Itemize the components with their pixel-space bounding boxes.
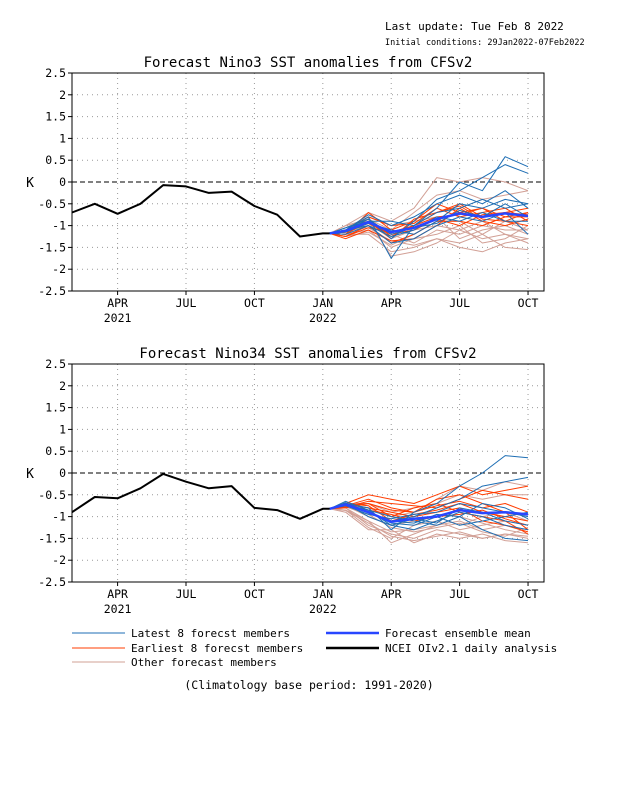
x-tick-label: APR bbox=[107, 296, 128, 310]
y-tick-label: 0.5 bbox=[45, 153, 66, 167]
x-tick-year-label: 2021 bbox=[104, 311, 132, 325]
plot-frame bbox=[71, 72, 545, 292]
other-member-line bbox=[329, 177, 529, 234]
legend-earliest-label: Earliest 8 forecst members bbox=[131, 642, 303, 655]
x-tick-label: OCT bbox=[244, 296, 265, 310]
x-tick-label: JUL bbox=[176, 296, 197, 310]
x-tick-label: JUL bbox=[449, 296, 470, 310]
y-tick-label: -0.5 bbox=[38, 488, 66, 502]
y-tick-label: -0.5 bbox=[38, 197, 66, 211]
chart-title: Forecast Nino3 SST anomalies from CFSv2 bbox=[144, 55, 473, 71]
latest-member-line bbox=[329, 190, 529, 234]
latest-member-line bbox=[329, 500, 529, 542]
y-axis-label: K bbox=[26, 176, 34, 191]
y-tick-label: -1 bbox=[52, 510, 66, 524]
y-tick-label: 0 bbox=[59, 175, 66, 189]
y-axis-label: K bbox=[26, 467, 34, 482]
ensemble-mean-line bbox=[329, 212, 529, 235]
x-tick-label: JAN bbox=[312, 587, 333, 601]
earliest-member-line bbox=[329, 207, 529, 237]
chart-title: Forecast Nino34 SST anomalies from CFSv2 bbox=[139, 346, 476, 362]
nino34-panel: Forecast Nino34 SST anomalies from CFSv2… bbox=[26, 346, 545, 616]
y-tick-label: 1 bbox=[59, 422, 66, 436]
y-tick-label: 2 bbox=[59, 88, 66, 102]
nino3-panel: Forecast Nino3 SST anomalies from CFSv2 K… bbox=[26, 55, 545, 325]
legend-mean-label: Forecast ensemble mean bbox=[385, 627, 531, 640]
x-tick-label: JUL bbox=[449, 587, 470, 601]
other-member-line bbox=[329, 508, 529, 542]
climatology-footer: (Climatology base period: 1991-2020) bbox=[184, 678, 433, 692]
last-update-text: Last update: Tue Feb 8 2022 bbox=[385, 20, 564, 33]
y-tick-label: 2 bbox=[59, 379, 66, 393]
legend-obs-label: NCEI OIv2.1 daily analysis bbox=[385, 642, 557, 655]
y-tick-label: -2.5 bbox=[38, 284, 66, 298]
observed-line bbox=[71, 184, 330, 238]
y-tick-label: -2.5 bbox=[38, 575, 66, 589]
ensemble-mean-line bbox=[329, 503, 529, 524]
x-tick-year-label: 2022 bbox=[309, 311, 337, 325]
latest-member-line bbox=[329, 203, 529, 235]
x-tick-label: OCT bbox=[518, 587, 539, 601]
x-tick-label: JUL bbox=[176, 587, 197, 601]
observed-line bbox=[71, 472, 330, 520]
y-tick-label: 1.5 bbox=[45, 110, 66, 124]
y-tick-label: 1.5 bbox=[45, 401, 66, 415]
x-tick-label: OCT bbox=[244, 587, 265, 601]
y-tick-label: -1.5 bbox=[38, 240, 66, 254]
other-member-line bbox=[329, 507, 529, 535]
y-tick-label: -1 bbox=[52, 219, 66, 233]
x-tick-label: APR bbox=[107, 587, 128, 601]
y-tick-label: 0 bbox=[59, 466, 66, 480]
legend-latest-label: Latest 8 forecst members bbox=[131, 627, 290, 640]
legend: Latest 8 forecst members Earliest 8 fore… bbox=[72, 627, 557, 669]
y-tick-label: -2 bbox=[52, 262, 66, 276]
y-tick-label: -2 bbox=[52, 553, 66, 567]
x-tick-year-label: 2022 bbox=[309, 602, 337, 616]
x-tick-label: OCT bbox=[518, 296, 539, 310]
y-tick-label: -1.5 bbox=[38, 531, 66, 545]
y-tick-label: 2.5 bbox=[45, 357, 66, 371]
initial-conditions-text: Initial conditions: 29Jan2022-07Feb2022 bbox=[385, 38, 585, 48]
plot-frame bbox=[71, 363, 545, 583]
latest-member-line bbox=[329, 503, 529, 520]
legend-other-label: Other forecast members bbox=[131, 656, 277, 669]
x-tick-label: APR bbox=[381, 587, 402, 601]
x-tick-label: APR bbox=[381, 296, 402, 310]
header: Last update: Tue Feb 8 2022 Initial cond… bbox=[385, 20, 585, 48]
y-tick-label: 1 bbox=[59, 131, 66, 145]
y-tick-label: 0.5 bbox=[45, 444, 66, 458]
x-tick-year-label: 2021 bbox=[104, 602, 132, 616]
other-member-line bbox=[329, 227, 529, 253]
x-tick-label: JAN bbox=[312, 296, 333, 310]
y-tick-label: 2.5 bbox=[45, 66, 66, 80]
